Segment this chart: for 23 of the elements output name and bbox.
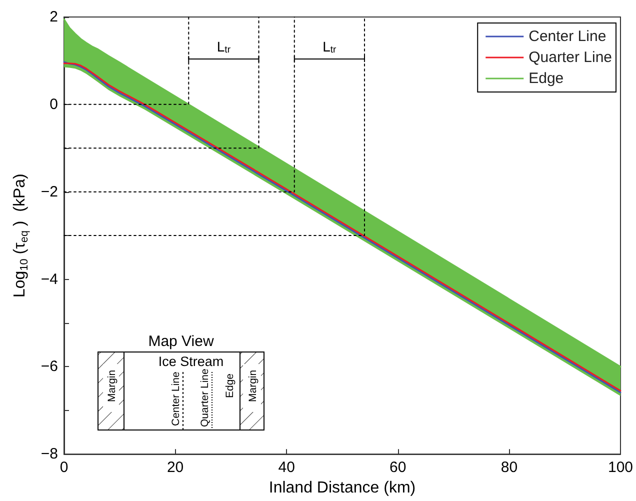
y-tick-label: −2: [40, 183, 58, 200]
y-tick-label: 0: [50, 96, 58, 113]
y-axis-title: Log10 (τeq ) (kPa): [12, 174, 30, 298]
y-tick-label: −6: [40, 358, 58, 376]
legend-label: Quarter Line: [528, 49, 612, 66]
x-tick-label: 60: [390, 459, 406, 476]
annotation: Map View: [148, 333, 214, 350]
x-axis-title: Inland Distance (km): [268, 480, 416, 496]
x-tick-label: 100: [608, 459, 633, 476]
x-tick-label: 20: [166, 459, 184, 476]
annotation: Ice Stream: [158, 354, 224, 369]
legend-label: Center Line: [528, 28, 606, 45]
y-tick-label: 2: [50, 8, 58, 26]
annotation: Edge: [224, 373, 236, 398]
annotation: Margin: [106, 370, 118, 402]
annotation: Margin: [247, 370, 259, 402]
x-tick-label: 40: [278, 459, 295, 476]
y-tick-label: −4: [40, 270, 58, 288]
annotation: Quarter Line: [199, 368, 211, 427]
annotation: Center Line: [170, 372, 182, 426]
legend-label: Edge: [528, 70, 564, 87]
y-tick-label: −8: [40, 446, 58, 463]
x-tick-label: 80: [500, 459, 518, 476]
